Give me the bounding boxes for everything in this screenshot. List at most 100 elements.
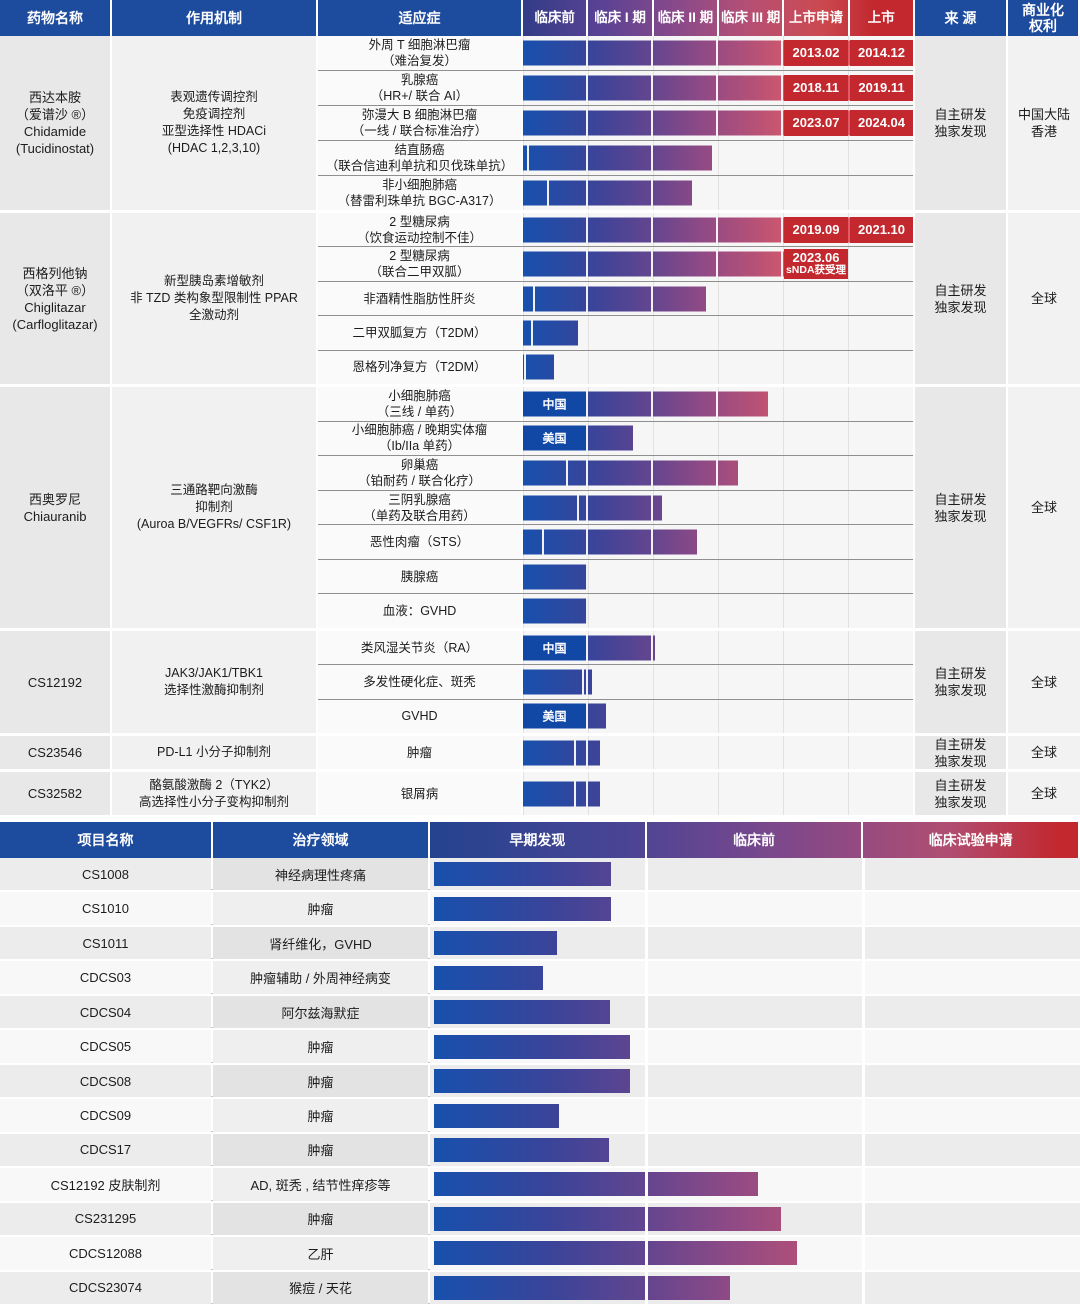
indication-row: 银屑病 xyxy=(318,772,913,815)
source-line: 自主研发 xyxy=(934,491,987,507)
project-row: CS1010 肿瘤 xyxy=(0,892,1080,927)
rights-line: 全球 xyxy=(1030,674,1057,690)
bar-stage-separators xyxy=(523,180,692,206)
column-header: 药物名称 xyxy=(0,0,110,36)
indication-rows: 肿瘤 xyxy=(318,736,913,769)
early-pipeline-bar xyxy=(434,1172,758,1197)
stage-track: 2018.11 2019.11 xyxy=(523,71,913,105)
drug-section: 西达本胺 （爱谱沙 ®） Chidamide (Tucidinostat) 表观遗传调控… xyxy=(0,36,1080,210)
column-separator xyxy=(862,1271,865,1305)
mechanism-line: 亚型选择性 HDACi xyxy=(161,124,267,138)
mechanism-line: 免疫调控剂 xyxy=(182,107,246,121)
milestone-chip-line: 2013.02 xyxy=(792,45,840,60)
pipeline-bar xyxy=(523,495,662,521)
early-pipeline-bar xyxy=(434,1206,781,1231)
bar-stage-separators xyxy=(523,740,600,765)
indication-cell: 类风湿关节炎（RA） xyxy=(318,631,521,665)
column-header: 项目名称 xyxy=(0,822,211,858)
indication-cell: 外周 T 细胞淋巴瘤 （难治复发） xyxy=(318,36,521,70)
therapy-area-cell: 肿瘤 xyxy=(213,1064,428,1098)
mechanism-line: 全激动剂 xyxy=(188,308,239,322)
stage-column-header: 临床前 xyxy=(534,10,575,25)
rights-cell: 全球 xyxy=(1008,387,1080,628)
project-rows: CS1008 神经病理性疼痛 CS1010 肿瘤 CS1011 肾纤维化，GVHD CDCS… xyxy=(0,858,1080,1306)
milestone-chip: 2013.02 xyxy=(784,40,848,66)
indication-cell: 胰腺癌 xyxy=(318,559,521,594)
milestone-chip: 2019.11 xyxy=(850,75,913,101)
therapy-area-cell: 肿瘤 xyxy=(213,892,428,925)
early-track xyxy=(430,1168,1080,1201)
indication-line: （难治复发） xyxy=(381,54,457,68)
mechanism-cell: PD-L1 小分子抑制剂 xyxy=(112,736,316,769)
drug-name-line: Chiglitazar xyxy=(24,299,86,315)
indication-cell: 恩格列净复方（T2DM） xyxy=(318,350,521,385)
pipeline-bar xyxy=(523,286,706,312)
early-track xyxy=(430,892,1080,925)
indication-row: 非酒精性脂肪性肝炎 xyxy=(318,281,913,317)
indication-row: 外周 T 细胞淋巴瘤 （难治复发） 2013.02 2014.12 xyxy=(318,36,913,71)
indication-line: 乳腺癌 xyxy=(400,73,439,87)
indication-cell: 非酒精性脂肪性肝炎 xyxy=(318,281,521,316)
column-header: 来 源 xyxy=(915,0,1006,36)
column-separator xyxy=(645,858,648,891)
indication-line: （联合二甲双胍） xyxy=(369,265,470,280)
indication-line: 多发性硬化症、斑秃 xyxy=(363,674,476,689)
early-pipeline-bar xyxy=(434,896,611,921)
pipeline-bar xyxy=(523,529,697,555)
mechanism-cell: JAK3/JAK1/TBK1 选择性激酶抑制剂 xyxy=(112,631,316,733)
column-separator xyxy=(862,995,865,1029)
project-name-cell: CS1008 xyxy=(0,858,211,891)
indication-line: 小细胞肺癌 / 晚期实体瘤 xyxy=(351,423,488,438)
pipeline-bar xyxy=(523,598,588,624)
project-row: CS12192 皮肤制剂 AD, 斑秃 , 结节性痒疹等 xyxy=(0,1168,1080,1203)
pipeline-bar xyxy=(523,40,913,66)
stage-track: 美国 xyxy=(523,421,913,456)
milestone-chip-line: 2023.06 xyxy=(792,250,840,266)
indication-cell: GVHD xyxy=(318,699,521,733)
milestone-chip: 2023.06 sNDA获受理 xyxy=(784,249,848,280)
mechanism-line: 非 TZD 类构象型限制性 PPAR xyxy=(130,291,298,305)
pipeline-bar xyxy=(523,75,913,101)
milestone-chip-line: sNDA获受理 xyxy=(785,264,847,277)
stage-track xyxy=(523,281,913,316)
milestone-chip-line: 2021.10 xyxy=(858,221,905,237)
stage-track xyxy=(523,176,913,210)
early-pipeline-bar xyxy=(434,1275,730,1300)
drug-name-line: (Tucidinostat) xyxy=(15,141,95,156)
mechanism-cell: 新型胰岛素增敏剂非 TZD 类构象型限制性 PPAR 全激动剂 xyxy=(112,213,316,384)
indication-row: 2 型糖尿病 （联合二甲双胍） 2023.06 sNDA获受理 xyxy=(318,247,913,282)
drug-name-line: 西达本胺 xyxy=(28,90,81,105)
indication-rows: 银屑病 xyxy=(318,772,913,815)
region-chip: 中国 xyxy=(523,635,586,661)
column-separator xyxy=(862,1168,865,1201)
indication-line: 弥漫大 B 细胞淋巴瘤 xyxy=(361,108,478,122)
source-cell: 自主研发 独家发现 xyxy=(915,736,1006,769)
stage-track: 2013.02 2014.12 xyxy=(523,36,913,70)
project-name-cell: CS1011 xyxy=(0,926,211,960)
therapy-area-cell: 猴痘 / 天花 xyxy=(213,1271,428,1305)
therapy-area-cell: AD, 斑秃 , 结节性痒疹等 xyxy=(213,1168,428,1201)
column-separator xyxy=(862,858,865,891)
project-row: CDCS05 肿瘤 xyxy=(0,1030,1080,1065)
pipeline-bar: 中国 xyxy=(523,635,655,661)
stage-column-header: 上市 xyxy=(847,0,913,36)
bar-stage-separators xyxy=(523,110,913,136)
early-track xyxy=(430,1271,1080,1305)
indication-row: 恩格列净复方（T2DM） xyxy=(318,350,913,385)
bar-stage-separators xyxy=(523,75,913,101)
column-separator xyxy=(645,892,648,925)
rights-line: 全球 xyxy=(1030,500,1057,515)
source-line: 独家发现 xyxy=(934,124,987,139)
project-name-cell: CS231295 xyxy=(0,1202,211,1236)
indication-cell: 多发性硬化症、斑秃 xyxy=(318,665,521,699)
indication-cell: 小细胞肺癌 （三线 / 单药） xyxy=(318,387,521,421)
stage-track: 中国 xyxy=(523,631,913,665)
project-name-cell: CDCS09 xyxy=(0,1099,211,1132)
stage-track xyxy=(523,316,913,350)
source-cell: 自主研发 独家发现 xyxy=(915,772,1006,815)
rights-line: 全球 xyxy=(1030,745,1057,760)
mechanism-line: 新型胰岛素增敏剂 xyxy=(163,274,264,288)
milestone-chip: 2019.09 xyxy=(784,216,848,243)
milestone-chip: 2018.11 xyxy=(784,75,848,101)
indication-line: 恩格列净复方（T2DM） xyxy=(352,360,487,375)
